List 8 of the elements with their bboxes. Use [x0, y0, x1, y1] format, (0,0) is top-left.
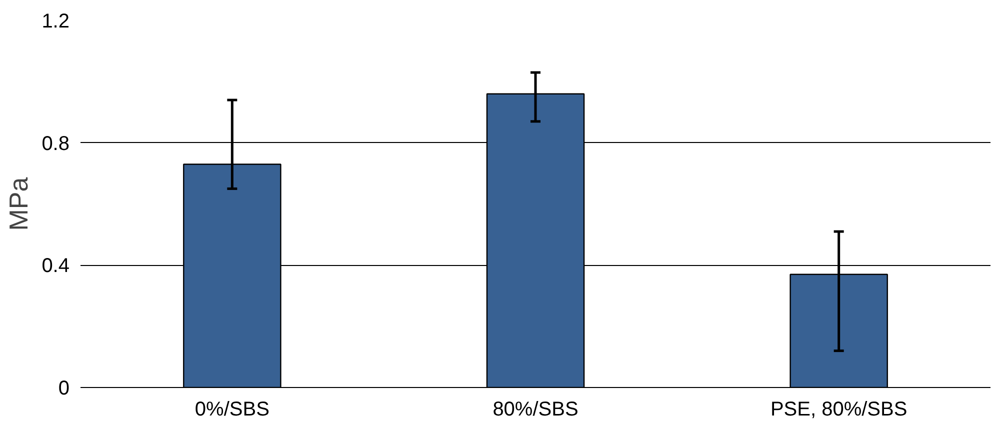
y-axis-title: MPa: [4, 176, 34, 231]
x-tick-label: 80%/SBS: [492, 398, 578, 420]
y-tick-label: 1.2: [42, 10, 70, 32]
y-tick-label: 0: [58, 378, 70, 400]
y-tick-label: 0.4: [42, 255, 70, 278]
x-tick-label: PSE, 80%/SBS: [770, 398, 908, 420]
x-tick-label: 0%/SBS: [194, 398, 270, 420]
y-tick-label: 0.8: [42, 132, 70, 155]
